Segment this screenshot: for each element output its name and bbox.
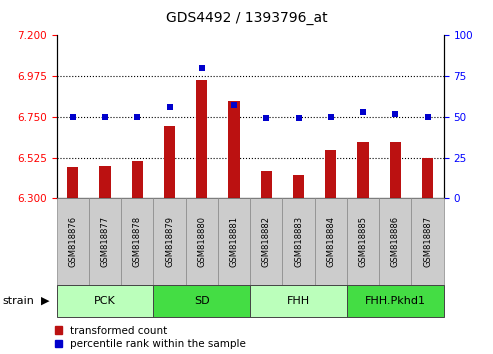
Text: GSM818878: GSM818878 xyxy=(133,216,142,267)
Text: GSM818881: GSM818881 xyxy=(230,216,239,267)
Bar xyxy=(164,126,175,198)
Bar xyxy=(121,198,153,285)
Bar xyxy=(347,198,379,285)
Point xyxy=(166,104,174,110)
Point xyxy=(391,111,399,116)
Bar xyxy=(250,285,347,317)
Text: FHH.Pkhd1: FHH.Pkhd1 xyxy=(365,296,426,306)
Bar xyxy=(250,198,282,285)
Point xyxy=(101,114,109,120)
Point xyxy=(262,116,270,121)
Legend: transformed count, percentile rank within the sample: transformed count, percentile rank withi… xyxy=(55,326,246,349)
Bar xyxy=(89,198,121,285)
Text: ▶: ▶ xyxy=(41,296,49,306)
Text: SD: SD xyxy=(194,296,210,306)
Bar xyxy=(389,142,401,198)
Text: FHH: FHH xyxy=(287,296,310,306)
Bar xyxy=(196,80,208,198)
Text: GSM818877: GSM818877 xyxy=(101,216,109,267)
Text: GSM818883: GSM818883 xyxy=(294,216,303,267)
Point xyxy=(134,114,141,120)
Text: GSM818879: GSM818879 xyxy=(165,216,174,267)
Text: GSM818884: GSM818884 xyxy=(326,216,335,267)
Point xyxy=(423,114,431,120)
Bar xyxy=(379,198,412,285)
Point xyxy=(359,109,367,115)
Point xyxy=(69,114,77,120)
Bar xyxy=(153,285,250,317)
Bar xyxy=(282,198,315,285)
Text: GSM818876: GSM818876 xyxy=(69,216,77,267)
Point xyxy=(198,65,206,71)
Text: GSM818880: GSM818880 xyxy=(197,216,207,267)
Bar xyxy=(57,198,89,285)
Bar xyxy=(67,167,78,198)
Bar xyxy=(228,101,240,198)
Bar xyxy=(261,171,272,198)
Bar xyxy=(218,198,250,285)
Bar xyxy=(422,158,433,198)
Bar xyxy=(186,198,218,285)
Text: PCK: PCK xyxy=(94,296,116,306)
Bar xyxy=(132,161,143,198)
Bar xyxy=(325,150,336,198)
Bar xyxy=(315,198,347,285)
Text: GSM818885: GSM818885 xyxy=(358,216,368,267)
Bar xyxy=(357,142,369,198)
Bar xyxy=(153,198,186,285)
Bar xyxy=(293,175,304,198)
Point xyxy=(327,114,335,120)
Point xyxy=(230,103,238,108)
Bar xyxy=(347,285,444,317)
Text: GSM818887: GSM818887 xyxy=(423,216,432,267)
Text: strain: strain xyxy=(2,296,35,306)
Text: GDS4492 / 1393796_at: GDS4492 / 1393796_at xyxy=(166,11,327,25)
Bar xyxy=(100,166,111,198)
Text: GSM818886: GSM818886 xyxy=(391,216,400,267)
Point xyxy=(295,116,303,121)
Text: GSM818882: GSM818882 xyxy=(262,216,271,267)
Bar xyxy=(57,285,153,317)
Bar xyxy=(412,198,444,285)
